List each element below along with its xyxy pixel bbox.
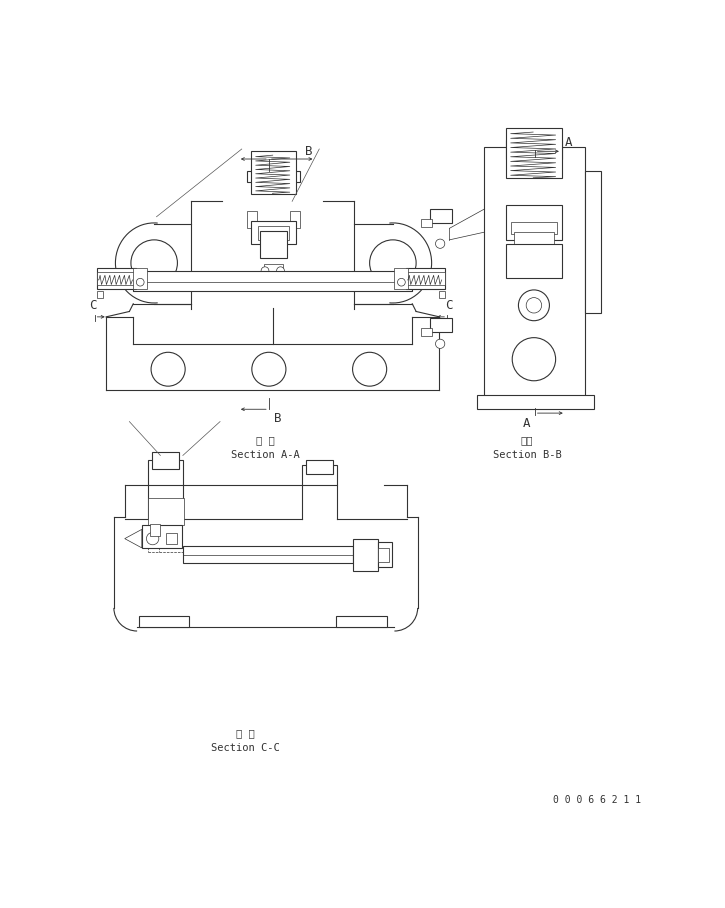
Circle shape — [151, 352, 185, 386]
Bar — [378, 548, 389, 562]
Bar — [97, 268, 136, 289]
Text: 断 面
Section A-A: 断 面 Section A-A — [231, 435, 299, 460]
Circle shape — [277, 267, 284, 274]
Bar — [506, 140, 562, 159]
Bar — [420, 329, 431, 336]
Bar — [152, 452, 179, 469]
Bar — [290, 212, 300, 228]
Bar — [306, 460, 334, 474]
Bar — [133, 271, 413, 291]
Bar — [148, 460, 183, 485]
Bar — [378, 542, 392, 568]
Bar — [506, 128, 562, 178]
Bar — [133, 268, 147, 289]
Bar — [420, 219, 431, 227]
Circle shape — [436, 239, 445, 248]
Bar — [510, 140, 558, 152]
Bar — [476, 395, 594, 410]
Text: A: A — [564, 135, 572, 149]
Circle shape — [526, 298, 542, 313]
Circle shape — [529, 262, 539, 272]
Bar — [262, 273, 280, 282]
Text: C: C — [89, 299, 96, 311]
Bar — [148, 498, 183, 525]
Circle shape — [436, 340, 445, 349]
Bar — [302, 466, 337, 485]
Polygon shape — [125, 529, 142, 548]
Bar — [585, 171, 600, 313]
Bar — [506, 243, 562, 279]
Circle shape — [261, 267, 269, 274]
Bar — [258, 226, 289, 240]
Bar — [260, 231, 288, 258]
Bar — [406, 268, 445, 289]
Bar — [142, 525, 182, 548]
Text: B: B — [305, 144, 313, 158]
Bar — [430, 209, 452, 223]
Circle shape — [252, 352, 286, 386]
Bar — [251, 152, 296, 193]
Text: 断面
Section B-B: 断面 Section B-B — [492, 435, 561, 460]
Bar — [138, 616, 189, 627]
Bar — [97, 272, 136, 284]
Bar — [484, 147, 585, 401]
Bar — [183, 547, 353, 563]
Text: 断 面
Section C-C: 断 面 Section C-C — [211, 728, 280, 753]
Bar — [336, 616, 386, 627]
Bar — [506, 205, 562, 240]
Bar — [247, 212, 257, 228]
Bar — [514, 232, 554, 252]
Text: A: A — [523, 417, 531, 429]
Circle shape — [397, 279, 405, 286]
Circle shape — [146, 532, 159, 545]
Circle shape — [352, 352, 386, 386]
Text: B: B — [275, 412, 282, 425]
Circle shape — [522, 255, 545, 279]
Bar — [430, 319, 452, 332]
Bar — [149, 524, 160, 537]
Bar — [264, 264, 283, 286]
Circle shape — [518, 290, 550, 321]
Bar — [247, 171, 300, 183]
Text: 0 0 0 6 6 2 1 1: 0 0 0 6 6 2 1 1 — [552, 795, 641, 805]
Bar — [439, 291, 445, 298]
Bar — [406, 272, 445, 284]
Text: C: C — [445, 299, 452, 311]
Bar — [394, 268, 408, 289]
Bar — [166, 533, 177, 544]
Bar — [353, 538, 378, 571]
Bar — [510, 222, 558, 233]
Circle shape — [131, 240, 178, 286]
Circle shape — [136, 279, 144, 286]
Circle shape — [513, 338, 555, 380]
Bar — [97, 291, 103, 298]
Bar — [251, 221, 296, 243]
Circle shape — [370, 240, 416, 286]
